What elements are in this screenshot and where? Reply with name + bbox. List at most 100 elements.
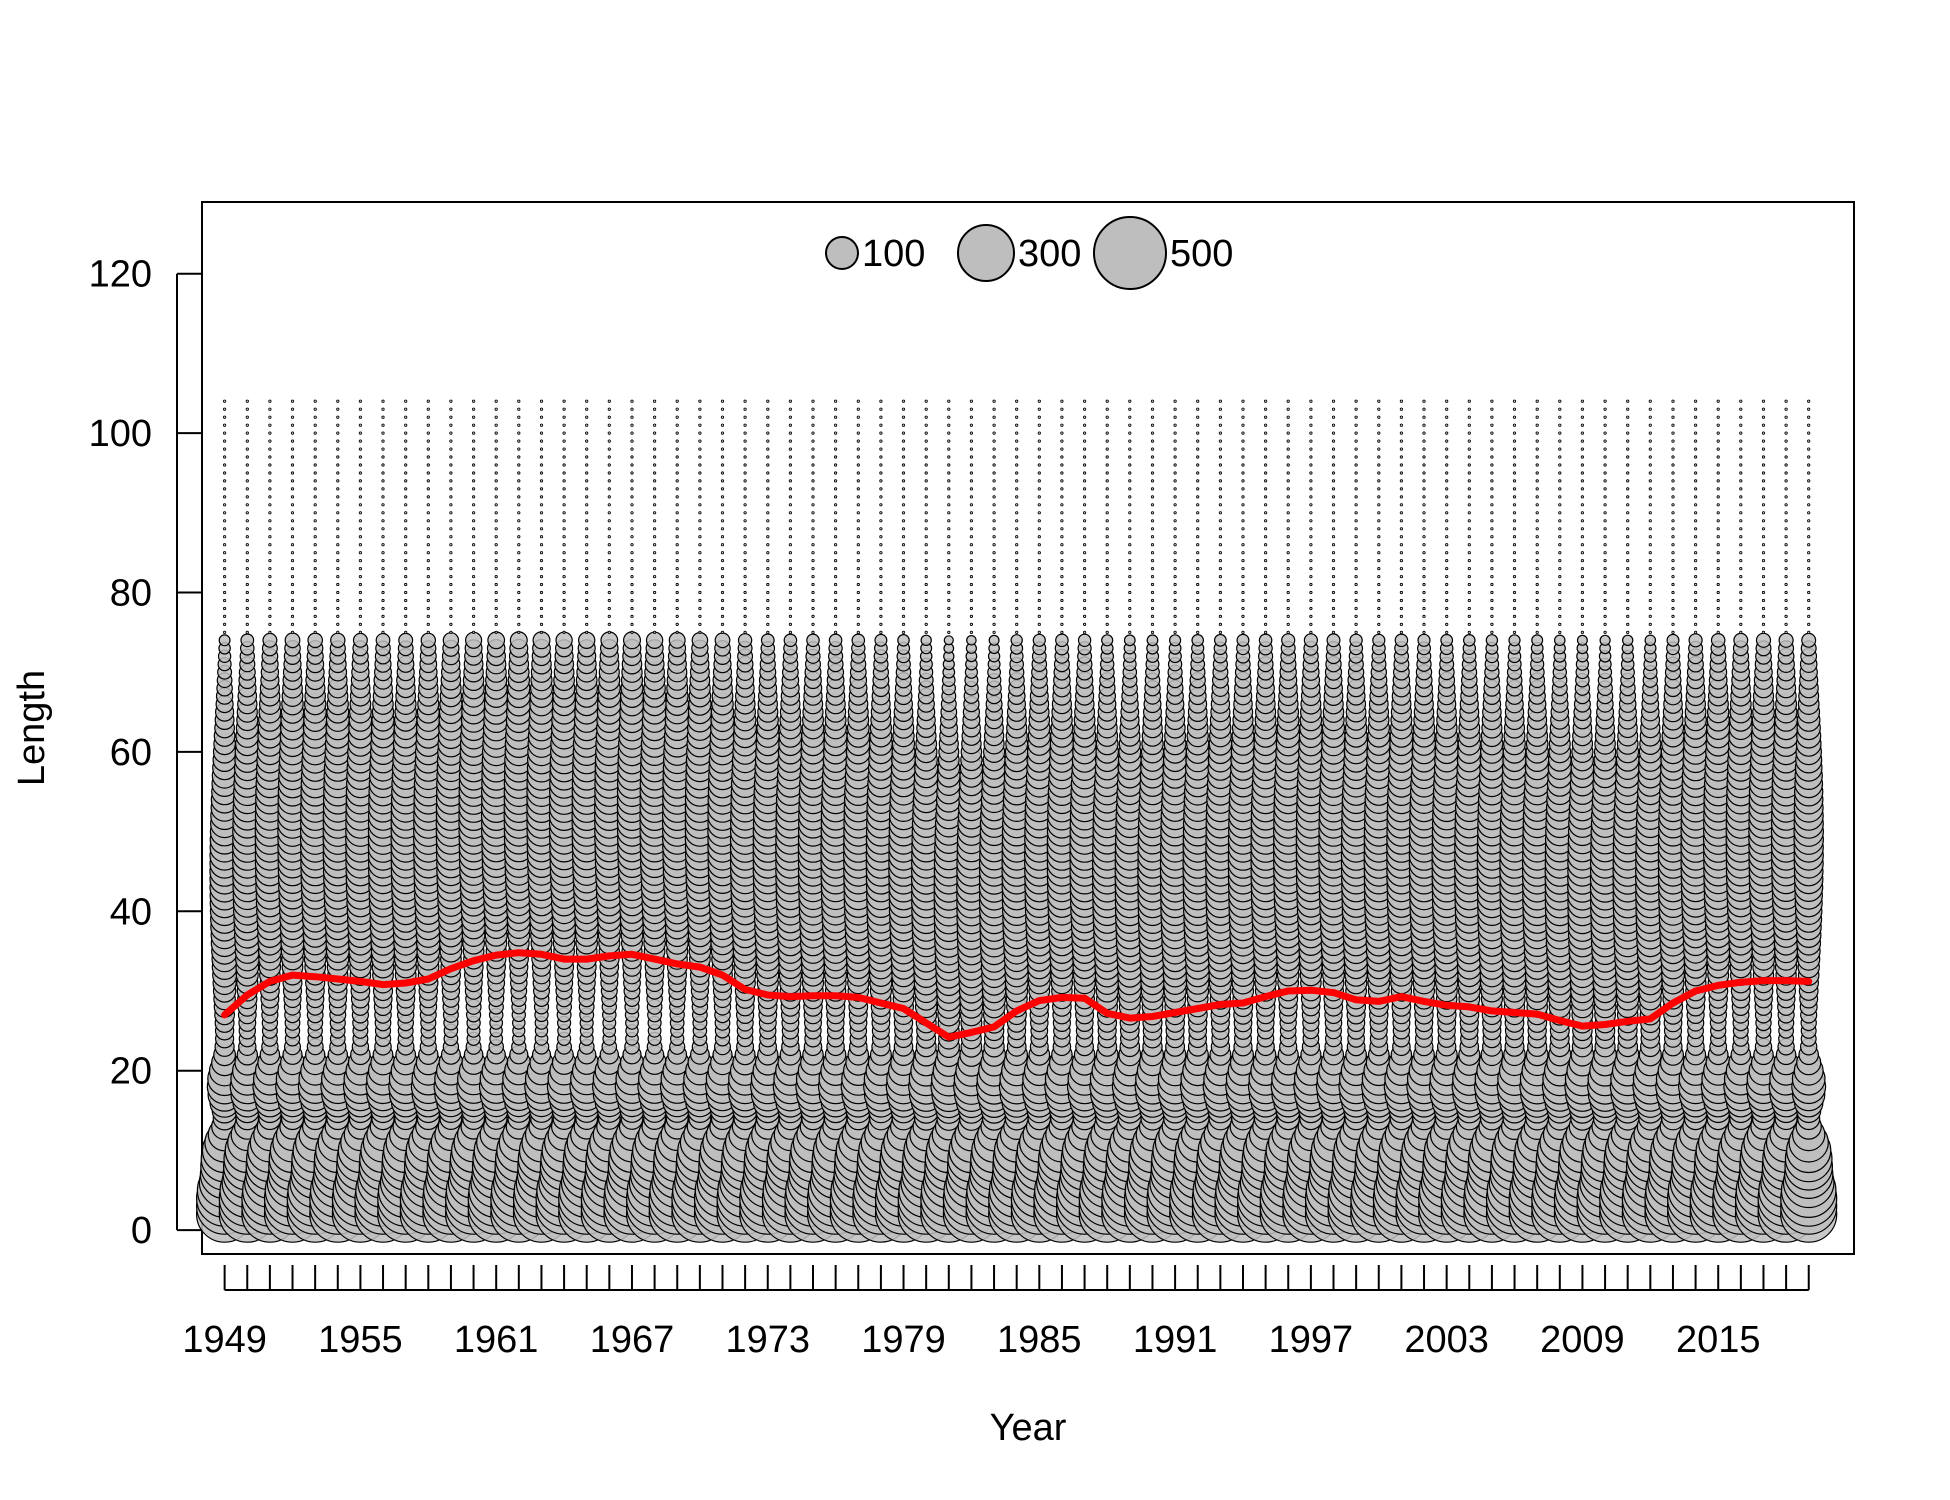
bubble — [1241, 590, 1245, 595]
bubble — [924, 527, 928, 531]
bubble — [924, 535, 928, 539]
bubble — [1083, 487, 1087, 491]
bubble — [1241, 495, 1245, 499]
bubble — [539, 558, 544, 563]
bubble — [336, 495, 340, 499]
bubble — [1150, 566, 1155, 571]
bubble — [358, 551, 362, 555]
bubble — [698, 399, 702, 403]
bubble-column — [263, 399, 322, 1243]
bubble — [336, 574, 340, 579]
bubble — [788, 503, 793, 507]
bubble — [358, 431, 362, 435]
bubble — [245, 590, 249, 595]
bubble — [811, 471, 815, 475]
bubble — [698, 574, 702, 579]
bubble — [788, 511, 793, 515]
bubble — [404, 431, 408, 435]
bubble — [743, 582, 747, 587]
bubble — [290, 630, 295, 635]
bubble — [1105, 495, 1109, 499]
bubble — [969, 519, 974, 523]
bubble — [1105, 598, 1109, 603]
bubble — [1196, 503, 1200, 507]
bubble — [1037, 527, 1041, 531]
bubble — [879, 566, 883, 571]
bubble — [494, 614, 498, 619]
bubble — [307, 632, 323, 649]
bubble — [856, 630, 860, 635]
bubble — [856, 511, 860, 515]
bubble — [1083, 495, 1087, 499]
bubble — [1146, 634, 1159, 647]
bubble — [1128, 415, 1132, 419]
bubble — [698, 511, 702, 515]
bubble — [856, 471, 860, 475]
bubble — [539, 630, 544, 635]
bubble — [607, 479, 611, 483]
bubble — [1241, 622, 1245, 627]
bubble — [969, 431, 974, 435]
bubble — [652, 511, 657, 515]
bubble — [268, 511, 272, 515]
bubble — [920, 634, 932, 647]
bubble — [290, 431, 295, 435]
bubble — [698, 606, 702, 611]
bubble — [607, 590, 611, 595]
bubble — [992, 606, 996, 611]
bubble — [1083, 535, 1087, 539]
bubble — [1150, 590, 1155, 595]
bubble — [313, 527, 317, 531]
bubble — [811, 614, 815, 619]
bubble — [471, 519, 476, 523]
bubble — [313, 447, 317, 451]
bubble — [1083, 574, 1087, 579]
bubble — [426, 574, 430, 579]
bubble — [1286, 558, 1290, 563]
bubble — [1173, 606, 1177, 611]
bubble — [381, 598, 385, 603]
bubble — [336, 566, 340, 571]
bubble — [766, 455, 770, 459]
bubble — [449, 598, 453, 603]
bubble — [1037, 431, 1041, 435]
bubble — [1218, 503, 1223, 507]
bubble — [783, 633, 798, 648]
bubble — [268, 439, 272, 443]
bubble — [1015, 598, 1019, 603]
bubble — [1105, 582, 1109, 587]
bubble — [1173, 519, 1177, 523]
bubble — [1191, 633, 1204, 647]
bubble — [924, 479, 928, 483]
bubble — [585, 590, 589, 595]
bubble — [404, 511, 408, 515]
bubble — [358, 519, 362, 523]
bubble — [539, 503, 544, 507]
bubble — [1286, 439, 1290, 443]
bubble — [539, 399, 544, 403]
bubble — [290, 439, 295, 443]
bubble — [1286, 415, 1290, 419]
bubble — [856, 519, 860, 523]
bubble — [449, 543, 453, 547]
bubble — [630, 519, 634, 523]
bubble — [245, 598, 249, 603]
bubble — [1236, 633, 1250, 647]
bubble — [992, 566, 996, 571]
bubble — [691, 631, 709, 649]
bubble — [268, 630, 272, 635]
bubble — [517, 519, 521, 523]
bubble — [223, 574, 227, 579]
bubble — [1060, 503, 1064, 507]
bubble — [1037, 455, 1041, 459]
bubble — [517, 551, 521, 555]
bubble — [630, 511, 634, 515]
bubble — [1264, 399, 1268, 403]
bubble — [1241, 399, 1245, 403]
bubble — [1150, 614, 1155, 619]
bubble — [245, 551, 249, 555]
bubble — [585, 487, 589, 491]
bubble — [652, 423, 657, 427]
bubble — [449, 407, 453, 411]
